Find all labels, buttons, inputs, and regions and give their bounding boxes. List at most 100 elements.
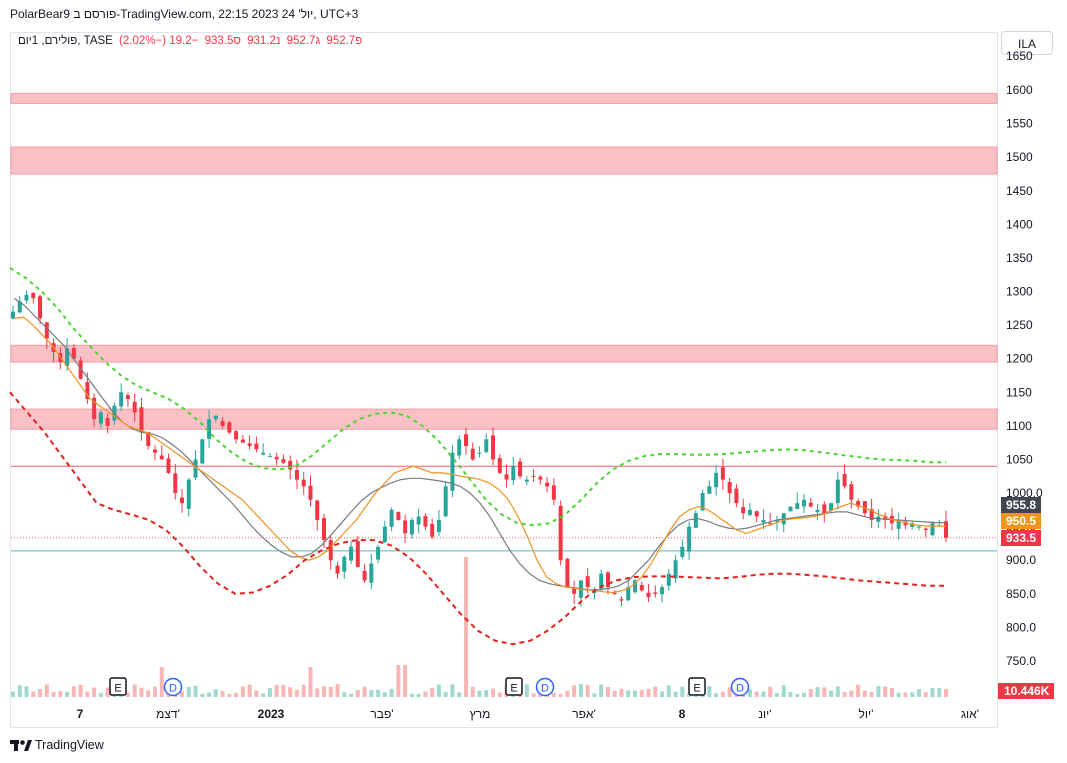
candle-body [436, 519, 441, 533]
candle-body [349, 546, 354, 561]
volume-bar [896, 692, 901, 697]
candle-body [572, 587, 577, 594]
candle-body [220, 421, 225, 426]
volume-bar [443, 691, 448, 697]
candle-body [727, 482, 732, 494]
price-axis-badge [1001, 530, 1041, 546]
candle-body [842, 473, 847, 487]
candle-body [267, 456, 272, 458]
volume-bar [240, 686, 245, 697]
candle-body [254, 443, 259, 450]
volume-bar [51, 692, 56, 697]
volume-bar [247, 684, 252, 697]
volume-bar [322, 686, 326, 697]
volume-bar [673, 691, 678, 697]
volume-bar [666, 685, 671, 697]
candle-body [916, 526, 921, 528]
volume-bar [315, 688, 320, 697]
y-tick-label: 1350 [1006, 251, 1033, 265]
candle-body [71, 348, 76, 359]
open-value: פ952.7 [326, 35, 363, 47]
y-tick-label: 1600 [1006, 83, 1033, 97]
dividend-marker-label: D [736, 683, 744, 695]
candle-body [17, 301, 22, 313]
candle-body [274, 456, 279, 460]
volume-bar [389, 688, 394, 697]
currency-button[interactable]: ILA [1001, 31, 1053, 55]
candle-body [227, 422, 232, 433]
candle-body [808, 502, 813, 507]
y-tick-label: 1300 [1006, 285, 1033, 299]
candle-body [200, 439, 205, 464]
volume-bar [457, 692, 462, 697]
candle-body [687, 526, 692, 552]
volume-bar [146, 690, 151, 697]
volume-bar [274, 684, 279, 697]
price-axis-badge [1001, 497, 1041, 513]
candle-body [247, 443, 252, 447]
x-tick-label: אוג' [961, 707, 979, 721]
volume-bar [396, 665, 401, 697]
ohlc-legend: פולירם, 1יום, TASE פ952.7 ג952.7 נ931.2 … [18, 35, 365, 47]
candle-body [720, 467, 725, 480]
close-value: ס933.5 [204, 35, 241, 47]
ma-fast-line [13, 316, 947, 594]
volume-bar [781, 685, 786, 697]
ma-slow-line [13, 297, 947, 591]
volume-bar [808, 689, 813, 697]
price-axis-badge [1001, 513, 1041, 529]
x-tick-label: 7 [77, 707, 84, 721]
candle-body [585, 576, 590, 588]
volume-bar [328, 686, 333, 697]
volume-bar [619, 688, 624, 697]
candle-body [666, 573, 671, 586]
volume-bar [856, 684, 861, 697]
candle-body [430, 523, 435, 537]
volume-bar [44, 684, 49, 697]
candle-body [166, 458, 171, 473]
volume-bar [829, 690, 834, 697]
candle-body [524, 479, 529, 482]
volume-bar [382, 692, 387, 697]
candle-body [301, 479, 306, 487]
volume-bar [193, 685, 198, 697]
volume-bar [261, 693, 266, 697]
y-tick-label: 1150 [1006, 385, 1032, 399]
candle-body [788, 506, 793, 512]
volume-bar [822, 687, 827, 697]
volume-bar [612, 690, 617, 697]
candle-body [646, 592, 651, 598]
candle-body [24, 294, 29, 301]
volume-bar [234, 692, 239, 697]
candle-body [450, 452, 455, 491]
volume-bar [660, 691, 665, 697]
candle-body [159, 455, 164, 460]
candle-body [761, 519, 766, 523]
volume-bar [152, 686, 157, 697]
tradingview-footer: TradingView [10, 738, 104, 752]
volume-bar [450, 684, 455, 697]
candle-body [355, 541, 360, 567]
candle-body [463, 434, 468, 447]
candle-body [92, 397, 97, 420]
volume-bar [889, 688, 894, 697]
candle-body [342, 556, 347, 572]
candle-body [605, 572, 610, 588]
symbol-label[interactable]: פולירם, 1יום, TASE [18, 35, 113, 47]
volume-bar [727, 687, 732, 697]
y-tick-label: 1550 [1006, 117, 1033, 131]
candle-body [633, 580, 637, 593]
volume-bar [869, 691, 874, 697]
candle-body [382, 526, 387, 543]
dividend-marker [730, 677, 750, 697]
candle-body [31, 292, 36, 299]
volume-bar [842, 692, 847, 697]
y-tick-label: 1650 [1006, 49, 1033, 63]
candle-body [774, 519, 779, 522]
volume-bar [565, 690, 570, 697]
y-tick-label: 1450 [1006, 184, 1033, 198]
candle-body [883, 515, 888, 520]
candle-body [389, 509, 394, 527]
candle-body [612, 592, 617, 594]
